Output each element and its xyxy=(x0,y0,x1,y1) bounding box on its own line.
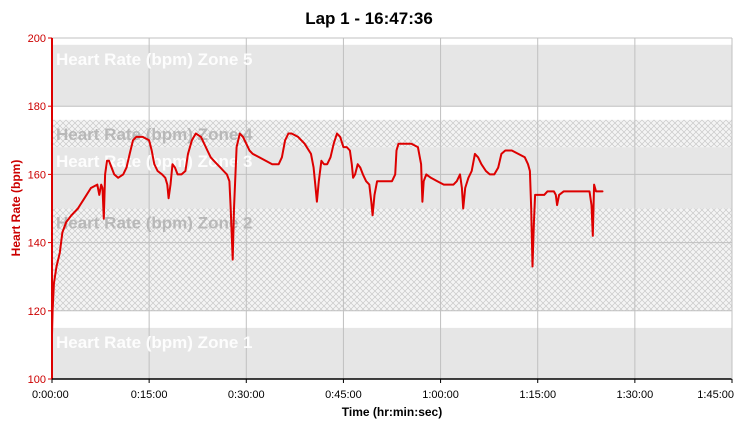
zone-band-5 xyxy=(52,44,732,107)
x-tick-label: 1:15:00 xyxy=(519,389,556,401)
y-tick-label: 140 xyxy=(28,238,46,250)
zone-band-4 xyxy=(52,119,732,148)
x-tick-label: 0:15:00 xyxy=(131,389,168,401)
x-tick-label: 0:45:00 xyxy=(325,389,362,401)
x-tick-label: 1:45:00 xyxy=(697,389,734,401)
x-axis-label: Time (hr:min:sec) xyxy=(342,405,442,419)
zone-band-2 xyxy=(52,208,732,311)
y-tick-label: 100 xyxy=(28,374,46,386)
x-tick-label: 0:30:00 xyxy=(228,389,265,401)
zone-band-1 xyxy=(52,327,732,379)
heart-rate-line xyxy=(51,132,604,336)
y-tick-label: 120 xyxy=(28,306,46,318)
y-tick-label: 180 xyxy=(28,101,46,113)
x-tick-label: 1:00:00 xyxy=(422,389,459,401)
zone-label-5: Heart Rate (bpm) Zone 5 xyxy=(56,50,252,69)
chart-title: Lap 1 - 16:47:36 xyxy=(305,9,433,28)
x-tick-label: 1:30:00 xyxy=(617,389,654,401)
y-tick-label: 160 xyxy=(28,169,46,181)
zone-label-4: Heart Rate (bpm) Zone 4 xyxy=(56,125,253,144)
x-tick-label: 0:00:00 xyxy=(32,389,69,401)
y-tick-label: 200 xyxy=(28,33,46,45)
zone-label-1: Heart Rate (bpm) Zone 1 xyxy=(56,333,252,352)
zone-label-2: Heart Rate (bpm) Zone 2 xyxy=(56,214,252,233)
y-axis-label: Heart Rate (bpm) xyxy=(9,160,23,257)
